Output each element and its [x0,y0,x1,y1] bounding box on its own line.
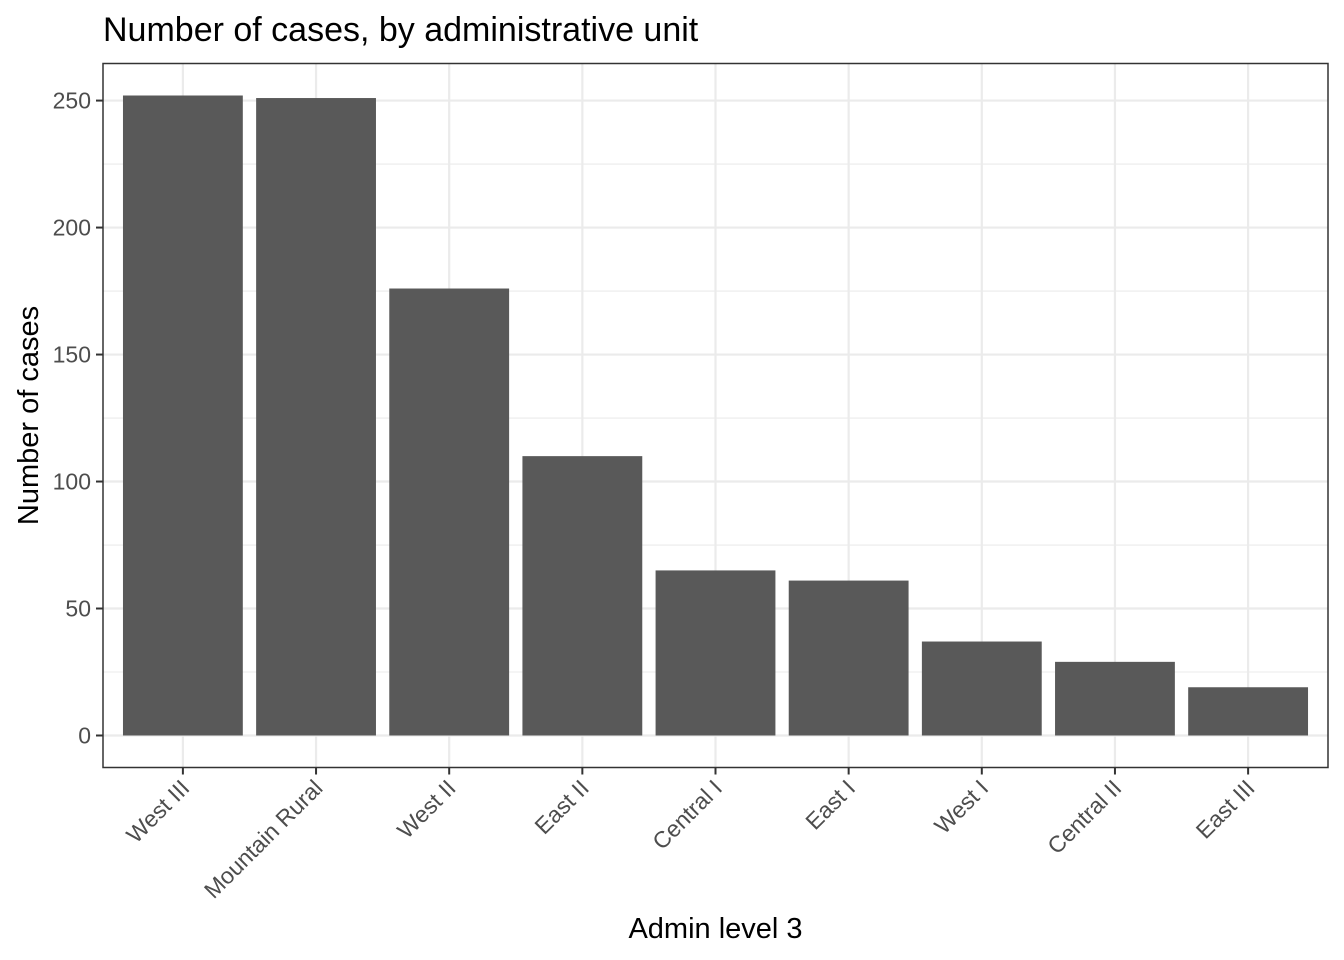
x-tick-label: Central II [1042,775,1126,859]
chart-title: Number of cases, by administrative unit [103,11,699,49]
x-tick-label: Mountain Rural [199,775,328,904]
y-tick-label: 100 [53,469,91,495]
y-tick-label: 0 [78,723,91,749]
bar [256,98,376,736]
y-axis: 0 50 100 150 200 250 [53,88,103,749]
y-axis-title: Number of cases [13,306,45,525]
bar [122,95,243,736]
x-tick-label: West III [121,775,194,848]
bar [522,456,643,736]
x-tick-label: East II [529,775,593,839]
x-tick-label: East III [1191,775,1260,844]
x-tick-label: East I [800,775,860,835]
bar [1188,687,1309,736]
y-tick-label: 200 [53,215,91,241]
bar [1055,661,1175,736]
y-tick-label: 50 [65,596,91,622]
x-axis: West III Mountain Rural West II East II Cent… [121,767,1260,904]
x-tick-label: West I [929,775,993,839]
y-tick-label: 250 [53,88,91,114]
y-tick-label: 150 [53,342,91,368]
x-tick-label: Central I [647,775,727,855]
bar [655,570,776,736]
bar [389,288,510,736]
bars [122,95,1309,736]
x-axis-title: Admin level 3 [628,913,802,945]
bar [788,580,909,736]
x-tick-label: West II [392,775,461,844]
bar [921,641,1042,736]
